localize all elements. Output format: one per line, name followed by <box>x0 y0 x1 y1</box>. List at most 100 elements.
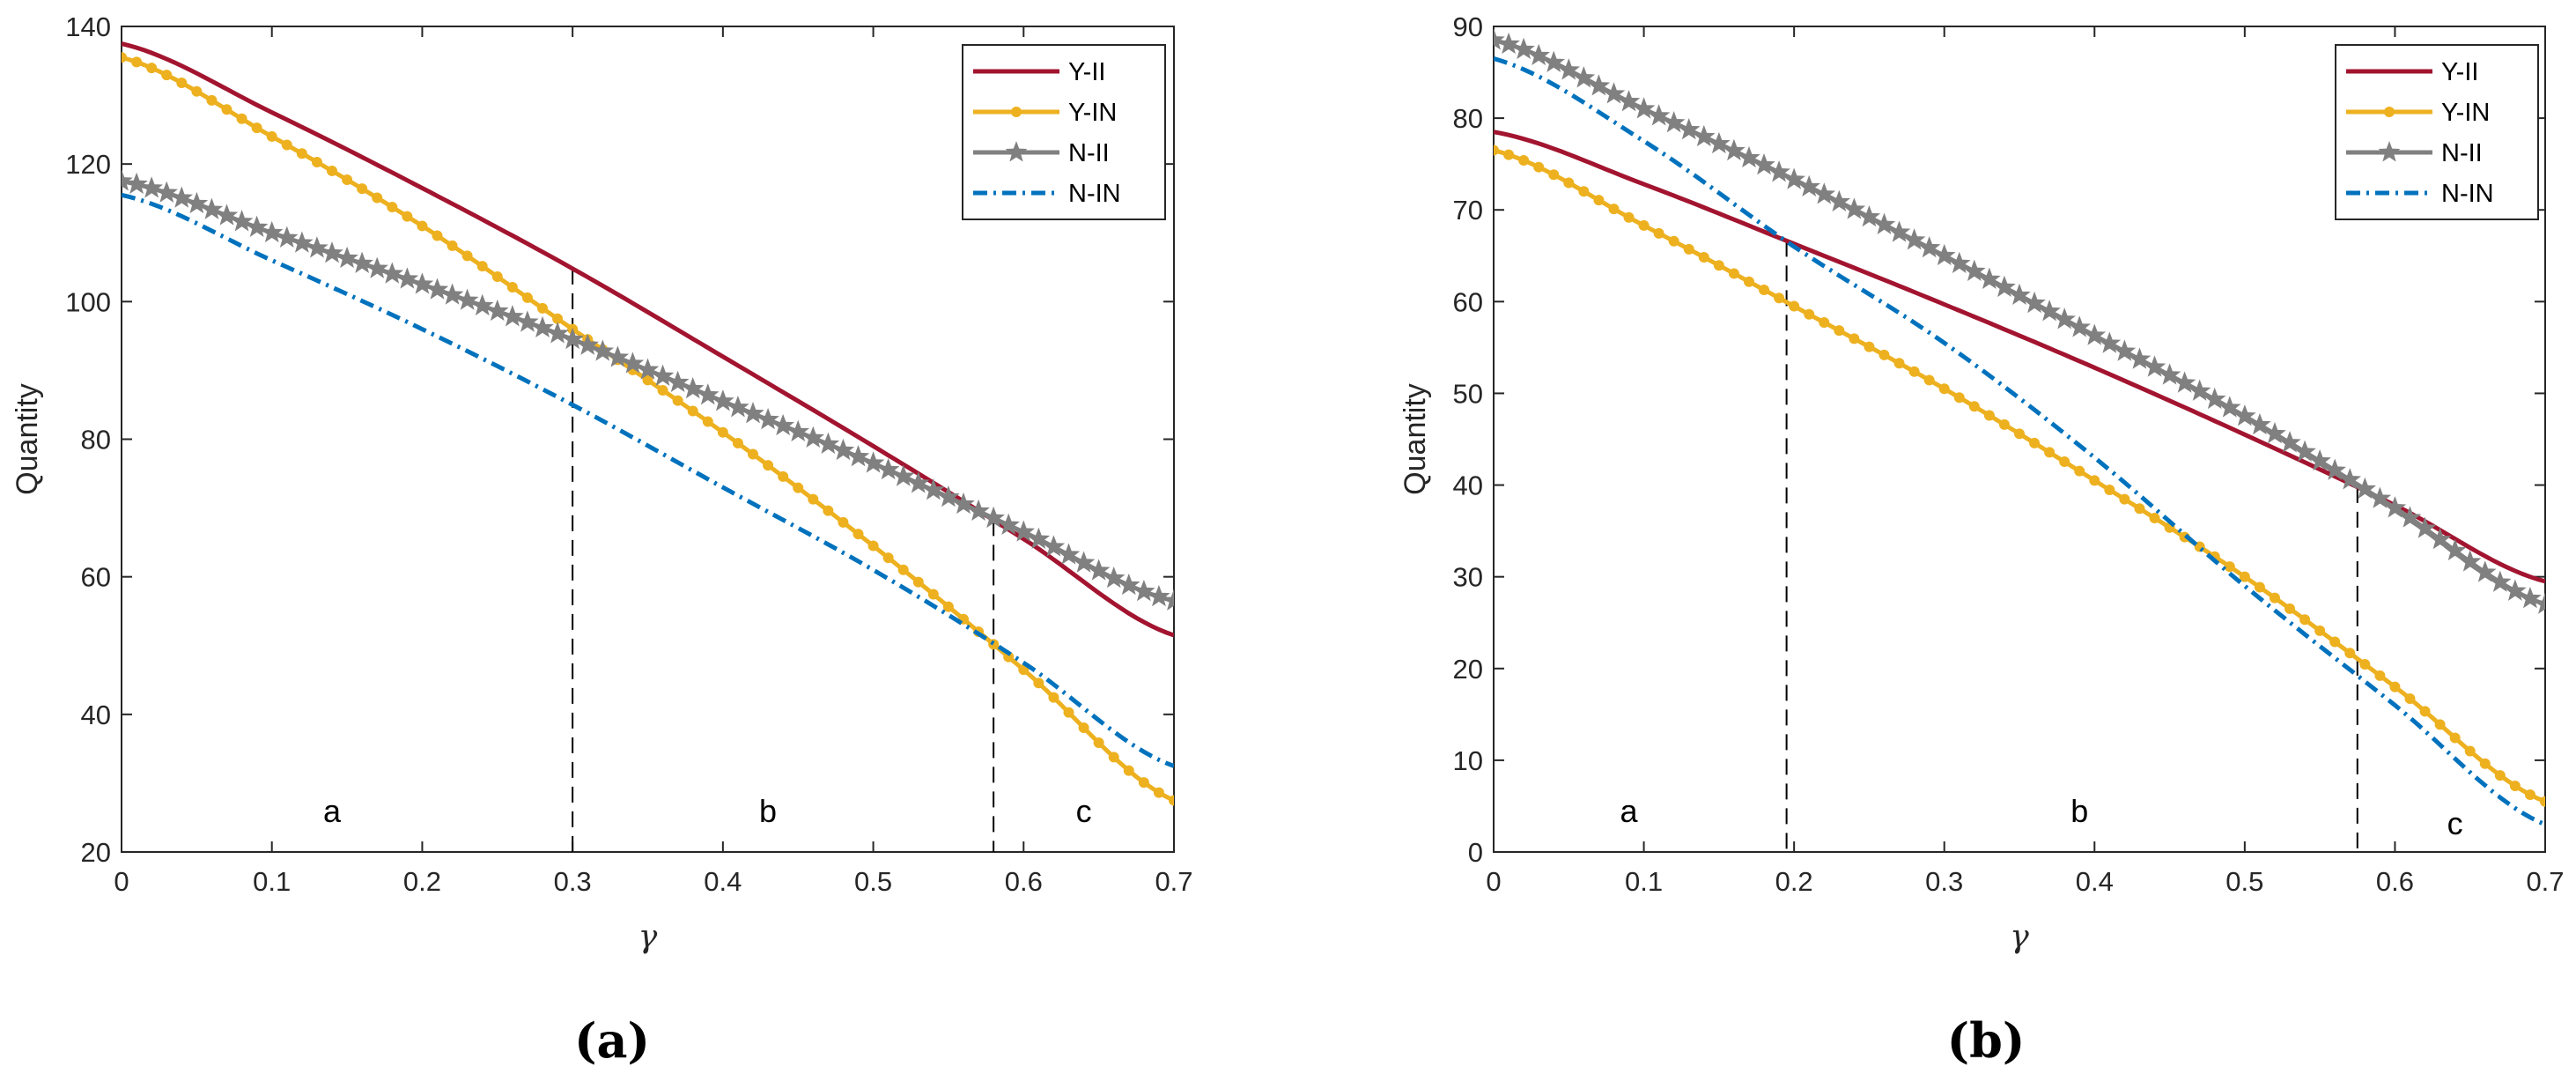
data-point <box>410 272 434 294</box>
data-point <box>2509 780 2521 791</box>
data-point <box>1012 520 1036 542</box>
x-tick-label: 0.7 <box>2526 866 2564 897</box>
data-point <box>306 236 328 258</box>
data-point <box>1827 189 1851 212</box>
x-tick-label: 0.1 <box>253 866 291 897</box>
data-point <box>2104 485 2115 496</box>
data-point <box>380 262 404 284</box>
data-point <box>621 352 645 374</box>
data-point <box>1494 28 1505 50</box>
data-point <box>537 302 548 314</box>
data-point <box>1768 160 1790 182</box>
data-point <box>2239 571 2250 582</box>
data-point <box>2053 307 2076 330</box>
data-point <box>461 250 473 262</box>
data-point <box>491 271 503 283</box>
data-point <box>221 104 233 115</box>
data-point <box>1887 220 1911 242</box>
data-point <box>1503 149 1515 160</box>
legend-label: Y-IN <box>1068 99 1117 127</box>
legend-marker <box>1005 141 1028 162</box>
data-point <box>501 305 524 327</box>
data-point <box>867 540 879 552</box>
data-point <box>236 113 247 124</box>
data-point <box>2389 681 2401 693</box>
data-point <box>952 492 975 515</box>
data-point <box>206 94 218 106</box>
data-point <box>1557 58 1581 80</box>
data-point <box>2068 315 2091 337</box>
data-point <box>2434 719 2446 730</box>
data-point <box>2449 732 2461 744</box>
data-point <box>1683 243 1694 255</box>
data-point <box>125 172 148 195</box>
data-point <box>2014 428 2025 440</box>
data-point <box>2359 659 2371 670</box>
data-point <box>846 445 870 467</box>
data-point <box>1542 50 1565 72</box>
data-point <box>697 383 720 405</box>
data-point <box>2398 506 2422 528</box>
data-point <box>281 139 292 151</box>
data-point <box>296 148 307 159</box>
data-point <box>357 183 368 195</box>
data-point <box>1572 66 1596 88</box>
data-point <box>1133 579 1155 602</box>
data-point <box>757 407 779 430</box>
data-point <box>1923 374 1935 386</box>
data-point <box>327 165 337 176</box>
data-point <box>1057 543 1081 565</box>
data-point <box>591 339 615 361</box>
y-tick-label: 50 <box>1453 378 1483 409</box>
data-point <box>1647 104 1671 126</box>
data-point <box>771 413 794 436</box>
data-point <box>2029 437 2041 448</box>
x-tick-label: 0.4 <box>2076 866 2114 897</box>
data-point <box>1638 219 1650 231</box>
data-point <box>1908 366 1920 377</box>
x-tick-label: 0.3 <box>1925 866 1963 897</box>
data-point <box>455 288 479 310</box>
data-point <box>2428 527 2452 550</box>
data-point <box>1743 276 1754 287</box>
data-point <box>2293 440 2316 462</box>
data-point <box>1497 32 1520 55</box>
data-point <box>2254 581 2265 593</box>
data-point <box>1072 551 1096 573</box>
x-tick-label: 0.5 <box>854 866 892 897</box>
data-point <box>2278 431 2301 453</box>
region-label-a: a <box>323 793 342 829</box>
data-point <box>823 505 834 516</box>
data-point <box>1527 43 1550 66</box>
data-point <box>1163 589 1174 611</box>
data-point <box>245 215 269 237</box>
data-point <box>793 482 804 493</box>
data-point <box>486 299 509 322</box>
data-point <box>1169 795 1174 806</box>
data-point <box>942 601 954 612</box>
y-tick-label: 80 <box>81 425 111 456</box>
data-point <box>2248 412 2271 435</box>
data-point <box>2128 347 2152 369</box>
data-point <box>1804 308 1815 320</box>
data-point <box>1512 37 1535 60</box>
data-point <box>425 278 449 300</box>
data-point <box>1587 74 1611 96</box>
y-tick-label: 80 <box>1453 103 1483 134</box>
data-point <box>230 210 254 232</box>
data-point <box>1774 293 1785 304</box>
data-point <box>1738 145 1760 168</box>
data-point <box>1027 527 1051 549</box>
data-point <box>176 78 188 89</box>
data-point <box>276 226 299 248</box>
data-point <box>2089 475 2100 486</box>
data-point <box>1932 243 1956 266</box>
legend-marker <box>2384 107 2395 117</box>
data-point <box>2404 693 2416 704</box>
data-point <box>1518 155 1530 167</box>
data-point <box>2074 465 2085 477</box>
data-point <box>432 230 443 241</box>
data-point <box>702 416 713 427</box>
data-point <box>1872 212 1896 234</box>
data-point <box>476 261 488 272</box>
